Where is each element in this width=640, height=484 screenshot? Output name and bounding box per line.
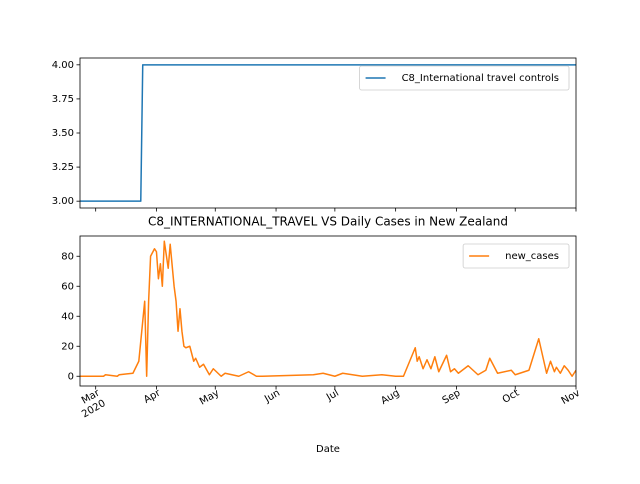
chart-title: C8_INTERNATIONAL_TRAVEL VS Daily Cases i…: [148, 215, 508, 229]
axes-frame: [79, 235, 577, 387]
legend-box: [462, 243, 570, 269]
y-tick-label: 0: [68, 371, 74, 382]
y-tick-label: 80: [61, 251, 74, 262]
y-tick-label: 60: [61, 281, 74, 292]
plot-area: [80, 240, 576, 377]
x-axis-label: Date: [316, 444, 340, 455]
y-tick-label: 3.75: [52, 94, 74, 105]
legend-box: [359, 65, 570, 91]
y-tick-label: 3.50: [52, 128, 74, 139]
series-line: [80, 64, 576, 202]
legend-label: new_cases: [505, 251, 559, 262]
y-tick-label: 40: [61, 311, 74, 322]
y-tick-label: 20: [61, 341, 74, 352]
legend-label: C8_International travel controls: [402, 73, 559, 84]
series-line: [80, 240, 576, 377]
plot-area: [80, 64, 576, 202]
y-tick-label: 4.00: [52, 60, 74, 71]
y-tick-label: 3.25: [52, 162, 74, 173]
y-tick-label: 3.00: [52, 196, 74, 207]
axes-frame: [79, 57, 577, 209]
